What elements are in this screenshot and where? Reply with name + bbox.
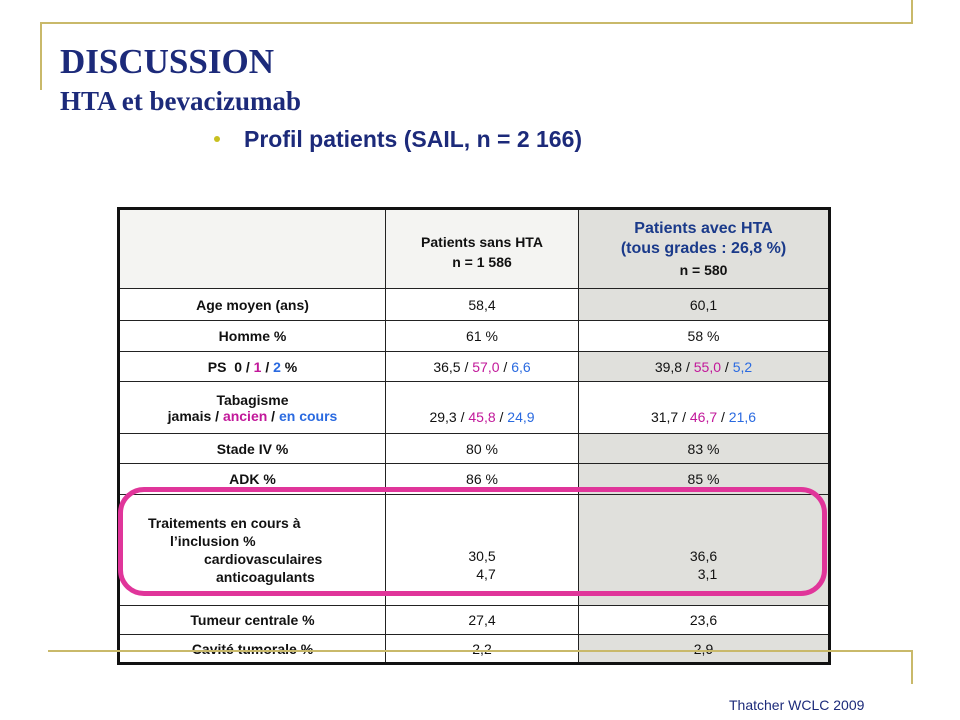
cell-sans-tumeur: 27,4: [385, 605, 579, 635]
sep: /: [456, 408, 469, 425]
table-row: Homme % 61 % 58 %: [118, 320, 830, 352]
sep: /: [678, 408, 690, 425]
sep: /: [460, 358, 473, 375]
traitements-line3: cardiovasculaires: [204, 551, 323, 567]
tabac-avec-2: 21,6: [728, 408, 757, 425]
cell-sans-cavite: 2,2: [385, 634, 579, 664]
slide-title: DISCUSSION: [60, 42, 274, 81]
cell-sans-age: 58,4: [385, 288, 579, 321]
header-sans-count: n = 1 586: [452, 254, 512, 270]
slide-subtitle: HTA et bevacizumab: [60, 86, 301, 116]
tabac-sans-0: 29,3: [429, 408, 457, 425]
table-row: Tabagisme jamais / ancien / en cours 29,…: [118, 381, 830, 434]
traitements-line1: Traitements en cours à: [148, 515, 301, 531]
header-avec-hta: Patients avec HTA (tous grades : 26,8 %)…: [578, 208, 830, 289]
cell-sans-ps: 36,5 / 57,0 / 6,6: [385, 351, 579, 382]
header-avec-grades: (tous grades : 26,8 %): [620, 240, 787, 257]
traitements-line4: anticoagulants: [216, 569, 315, 585]
tabac-en-cours: en cours: [278, 407, 338, 424]
traitements-avec-ac: 3,1: [697, 566, 718, 582]
highlight-outline: [118, 487, 827, 596]
table-row: PS 0 / 1 / 2 % 36,5 / 57,0 / 6,6 39,8 / …: [118, 351, 830, 382]
ps-avec-1: 55,0: [693, 358, 722, 375]
cell-sans-stade: 80 %: [385, 433, 579, 464]
row-label-age: Age moyen (ans): [118, 288, 386, 321]
row-label-homme: Homme %: [118, 320, 386, 352]
sep: /: [682, 358, 694, 375]
row-label-traitements: Traitements en cours à l’inclusion % car…: [118, 494, 386, 606]
ps-sans-0: 36,5: [433, 358, 461, 375]
cell-avec-ps: 39,8 / 55,0 / 5,2: [578, 351, 830, 382]
header-avec-count: n = 580: [679, 262, 728, 278]
sep: /: [211, 407, 223, 424]
ps-suffix: %: [280, 358, 298, 375]
tabac-avec-1: 46,7: [689, 408, 718, 425]
cell-sans-traitements: 30,5 4,7: [385, 494, 579, 606]
table-row: Stade IV % 80 % 83 %: [118, 433, 830, 464]
row-label-tabagisme: Tabagisme jamais / ancien / en cours: [118, 381, 386, 434]
cell-avec-tabac: 31,7 / 46,7 / 21,6: [578, 381, 830, 434]
traitements-sans-cv: 30,5: [468, 548, 496, 564]
ps-sans-2: 6,6: [511, 358, 531, 375]
row-label-ps: PS 0 / 1 / 2 %: [118, 351, 386, 382]
sep: /: [717, 408, 729, 425]
tabac-sans-1: 45,8: [468, 408, 496, 425]
header-empty-cell: [118, 208, 386, 289]
tabac-categories: jamais / ancien / en cours: [120, 408, 385, 424]
ps-sep: /: [261, 358, 274, 375]
frame-left-line: [40, 22, 42, 90]
ps-avec-2: 5,2: [732, 358, 753, 375]
traitements-line2: l’inclusion %: [170, 533, 256, 549]
cell-avec-age: 60,1: [578, 288, 830, 321]
tabac-sans-2: 24,9: [507, 408, 535, 425]
tabac-title: Tabagisme: [216, 391, 289, 408]
row-label-stade: Stade IV %: [118, 433, 386, 464]
frame-bottom-tick: [911, 650, 913, 684]
bullet-point: Profil patients (SAIL, n = 2 166): [214, 126, 582, 153]
ps-prefix: PS 0 /: [207, 358, 254, 375]
header-sans-hta: Patients sans HTA n = 1 586: [385, 208, 579, 289]
sep: /: [267, 407, 279, 424]
frame-top-line: [40, 22, 913, 24]
cell-avec-traitements: 36,6 3,1: [578, 494, 830, 606]
ps-avec-0: 39,8: [654, 358, 683, 375]
table-row: Age moyen (ans) 58,4 60,1: [118, 288, 830, 321]
source-citation: Thatcher WCLC 2009: [729, 697, 865, 713]
tabac-avec-0: 31,7: [650, 408, 679, 425]
table-row: Traitements en cours à l’inclusion % car…: [118, 494, 830, 606]
sep: /: [499, 358, 512, 375]
cell-avec-homme: 58 %: [578, 320, 830, 352]
traitements-avec-cv: 36,6: [689, 548, 718, 564]
table-row: Tumeur centrale % 27,4 23,6: [118, 605, 830, 635]
patient-profile-table: Patients sans HTA n = 1 586 Patients ave…: [117, 207, 831, 665]
frame-right-tick: [911, 0, 913, 24]
row-label-cavite: Cavité tumorale %: [118, 634, 386, 664]
cell-avec-stade: 83 %: [578, 433, 830, 464]
frame-bottom-line: [48, 650, 912, 652]
sep: /: [495, 408, 508, 425]
cell-sans-homme: 61 %: [385, 320, 579, 352]
ps-sans-1: 57,0: [472, 358, 500, 375]
cell-avec-tumeur: 23,6: [578, 605, 830, 635]
header-sans-title: Patients sans HTA: [421, 234, 543, 250]
cell-avec-cavite: 2,9: [578, 634, 830, 664]
bullet-text: Profil patients (SAIL, n = 2 166): [244, 126, 583, 152]
table-row: Cavité tumorale % 2,2 2,9: [118, 634, 830, 664]
traitements-sans-ac: 4,7: [476, 566, 496, 582]
header-avec-title: Patients avec HTA: [634, 220, 773, 237]
sep: /: [721, 358, 733, 375]
ps-1: 1: [253, 358, 262, 375]
tabac-jamais: jamais: [167, 407, 212, 424]
cell-sans-tabac: 29,3 / 45,8 / 24,9: [385, 381, 579, 434]
table-header-row: Patients sans HTA n = 1 586 Patients ave…: [118, 208, 830, 289]
bullet-dot-icon: [214, 136, 220, 142]
tabac-ancien: ancien: [222, 407, 268, 424]
row-label-tumeur: Tumeur centrale %: [118, 605, 386, 635]
ps-2: 2: [273, 358, 281, 375]
